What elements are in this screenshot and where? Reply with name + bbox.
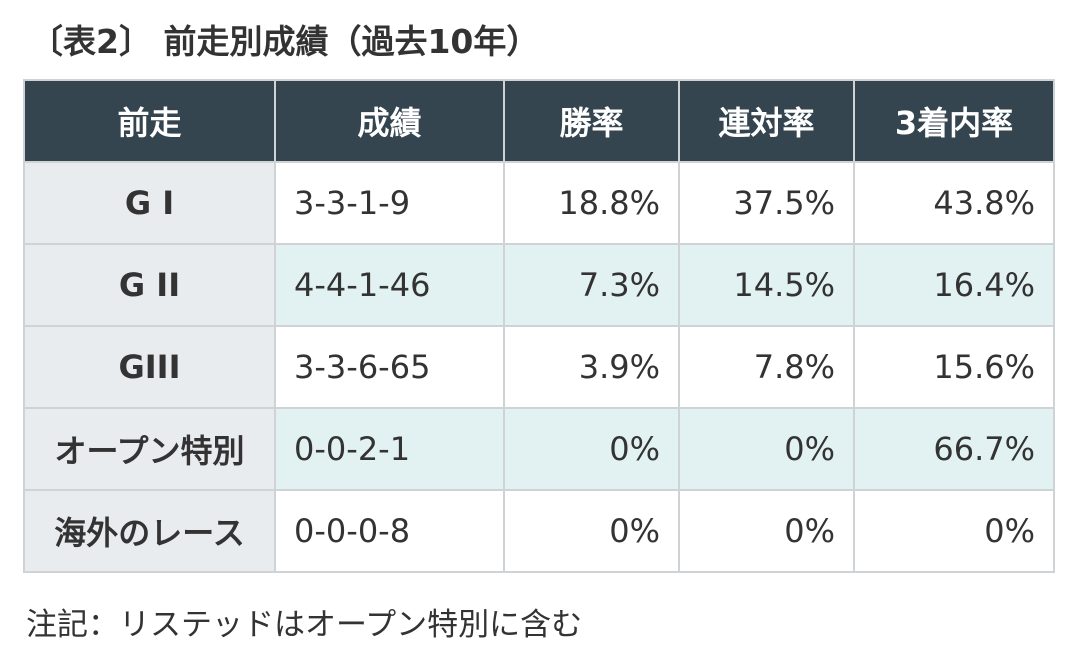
table-body: G I 3-3-1-9 18.8% 37.5% 43.8% G II 4-4-1…: [23, 161, 1055, 573]
win-rate-cell: 7.3%: [503, 243, 680, 327]
table-row: GIII 3-3-6-65 3.9% 7.8% 15.6%: [23, 325, 1055, 409]
table-row: オープン特別 0-0-2-1 0% 0% 66.7%: [23, 407, 1055, 491]
row-label: オープン特別: [23, 407, 276, 491]
header-row: 前走 成績 勝率 連対率 3着内率: [23, 79, 1055, 163]
table-row: G I 3-3-1-9 18.8% 37.5% 43.8%: [23, 161, 1055, 245]
table-row: 海外のレース 0-0-0-8 0% 0% 0%: [23, 489, 1055, 573]
show-rate-cell: 43.8%: [853, 161, 1055, 245]
column-header-record: 成績: [274, 79, 505, 163]
place-rate-cell: 0%: [678, 407, 855, 491]
column-header-previous-race: 前走: [23, 79, 276, 163]
table-row: G II 4-4-1-46 7.3% 14.5% 16.4%: [23, 243, 1055, 327]
show-rate-cell: 15.6%: [853, 325, 1055, 409]
table-header: 前走 成績 勝率 連対率 3着内率: [23, 79, 1055, 163]
footnote: 注記：リステッドはオープン特別に含む: [26, 607, 583, 643]
place-rate-cell: 37.5%: [678, 161, 855, 245]
row-label: GIII: [23, 325, 276, 409]
results-table: 前走 成績 勝率 連対率 3着内率 G I 3-3-1-9 18.8% 37.5…: [23, 79, 1055, 573]
win-rate-cell: 0%: [503, 407, 680, 491]
row-label: G I: [23, 161, 276, 245]
record-cell: 3-3-6-65: [274, 325, 505, 409]
show-rate-cell: 66.7%: [853, 407, 1055, 491]
place-rate-cell: 0%: [678, 489, 855, 573]
column-header-show-rate: 3着内率: [853, 79, 1055, 163]
column-header-place-rate: 連対率: [678, 79, 855, 163]
row-label: 海外のレース: [23, 489, 276, 573]
place-rate-cell: 14.5%: [678, 243, 855, 327]
win-rate-cell: 18.8%: [503, 161, 680, 245]
column-header-win-rate: 勝率: [503, 79, 680, 163]
row-label: G II: [23, 243, 276, 327]
record-cell: 0-0-0-8: [274, 489, 505, 573]
place-rate-cell: 7.8%: [678, 325, 855, 409]
record-cell: 4-4-1-46: [274, 243, 505, 327]
record-cell: 0-0-2-1: [274, 407, 505, 491]
win-rate-cell: 3.9%: [503, 325, 680, 409]
show-rate-cell: 0%: [853, 489, 1055, 573]
page-title: 〔表2〕 前走別成績（過去10年）: [30, 22, 540, 61]
win-rate-cell: 0%: [503, 489, 680, 573]
record-cell: 3-3-1-9: [274, 161, 505, 245]
show-rate-cell: 16.4%: [853, 243, 1055, 327]
